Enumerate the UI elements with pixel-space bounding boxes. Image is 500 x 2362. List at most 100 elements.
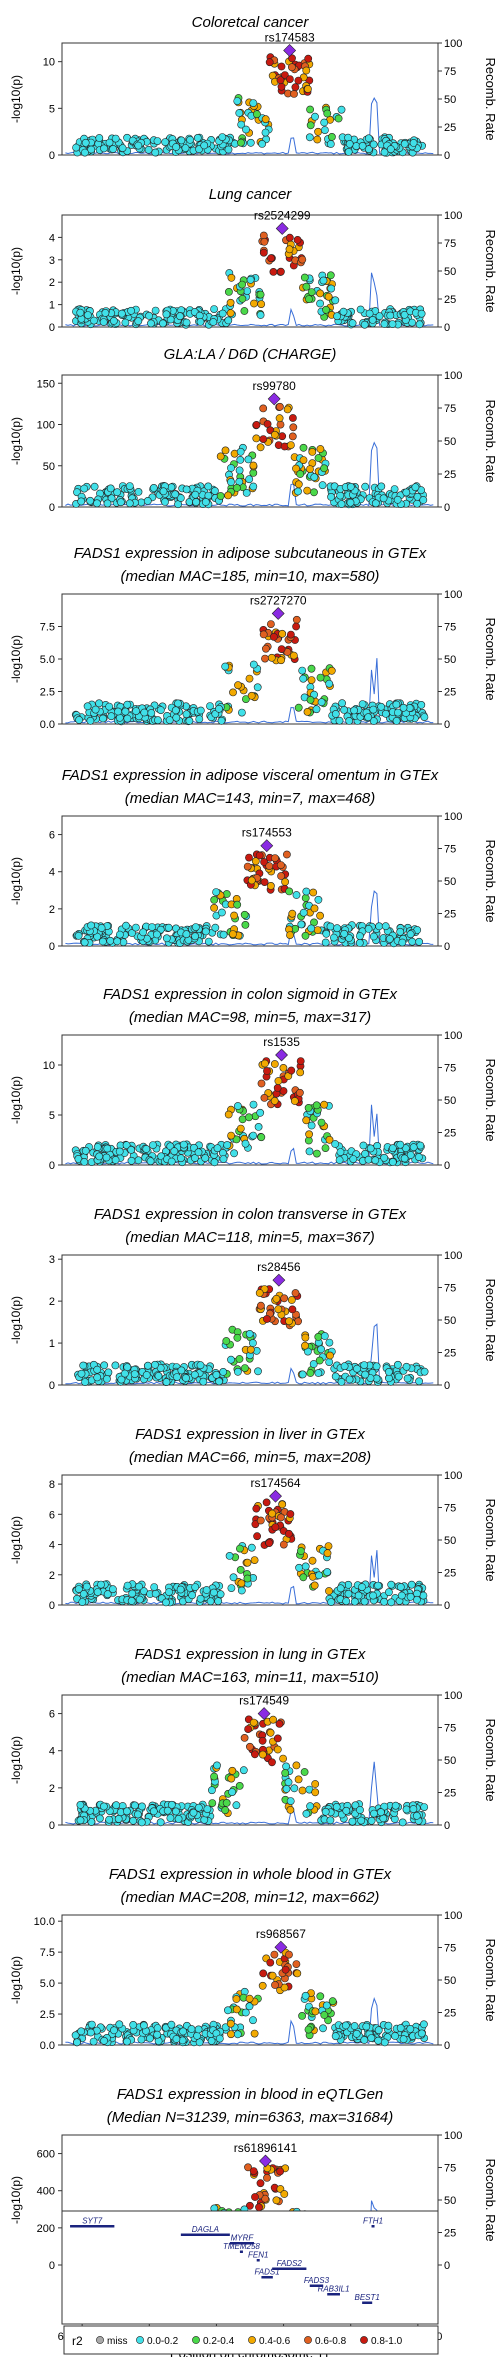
panel-title: FADS1 expression in adipose subcutaneous… xyxy=(74,545,427,562)
lead-snp-label: rs61896141 xyxy=(234,2141,298,2155)
snp-point xyxy=(161,497,169,506)
y2-tick-label: 0 xyxy=(444,719,450,731)
snp-point xyxy=(100,144,108,153)
snp-point xyxy=(277,82,286,91)
y2-tick-label: 50 xyxy=(444,94,456,106)
snp-point xyxy=(151,1589,160,1598)
snp-point xyxy=(167,1157,176,1166)
snp-point xyxy=(301,1991,310,2000)
snp-point xyxy=(103,499,112,508)
snp-point xyxy=(172,2035,181,2043)
snp-point xyxy=(398,1818,407,1827)
snp-point xyxy=(105,702,114,711)
snp-point xyxy=(317,1118,326,1127)
y2-axis-label: Recomb. Rate xyxy=(483,1498,498,1581)
y2-tick-label: 75 xyxy=(444,403,456,415)
snp-point xyxy=(400,139,409,148)
snp-point xyxy=(292,622,300,631)
snp-point xyxy=(191,1583,200,1591)
snp-point xyxy=(232,1135,241,1144)
snp-point xyxy=(292,1960,301,1968)
snp-point xyxy=(196,317,205,326)
snp-point xyxy=(106,936,115,945)
snp-point xyxy=(408,937,417,946)
panel-subtitle: (median MAC=98, min=5, max=317) xyxy=(129,1009,371,1026)
y2-tick-label: 75 xyxy=(444,1063,456,1075)
snp-point xyxy=(361,1149,369,1158)
snp-point xyxy=(221,1806,230,1815)
snp-point xyxy=(336,1148,345,1156)
y-tick-label: 0 xyxy=(49,1600,55,1612)
snp-point xyxy=(222,1799,231,1807)
snp-point xyxy=(80,938,89,947)
snp-point xyxy=(174,1815,183,1823)
snp-point xyxy=(111,1156,120,1164)
snp-point xyxy=(270,1097,279,1105)
snp-point xyxy=(316,673,325,682)
snp-point xyxy=(113,937,122,946)
snp-point xyxy=(143,496,152,505)
snp-point xyxy=(215,2034,224,2043)
snp-point xyxy=(151,1360,159,1369)
snp-point xyxy=(305,1147,314,1156)
panel-3: FADS1 expression in adipose subcutaneous… xyxy=(9,545,498,731)
snp-point xyxy=(287,1296,296,1304)
y-axis-label: -log10(p) xyxy=(9,75,23,123)
snp-point xyxy=(367,1816,376,1825)
snp-point xyxy=(353,1364,361,1373)
snp-point xyxy=(146,1157,155,1166)
snp-point xyxy=(230,1149,238,1158)
snp-point xyxy=(273,1745,282,1754)
panel-subtitle: (Median N=31239, min=6363, max=31684) xyxy=(107,2109,393,2126)
snp-point xyxy=(192,498,200,506)
snp-point xyxy=(216,492,225,500)
snp-point xyxy=(375,312,384,321)
y-tick-label: 10 xyxy=(43,1060,55,1072)
snp-point xyxy=(384,2021,393,2030)
panel-title: FADS1 expression in adipose visceral ome… xyxy=(62,767,439,784)
snp-point xyxy=(391,1801,400,1810)
lead-snp-diamond xyxy=(283,44,297,57)
snp-point xyxy=(218,309,227,318)
snp-point xyxy=(216,452,225,461)
snp-point xyxy=(417,2029,426,2038)
snp-point xyxy=(296,1068,305,1077)
snp-point xyxy=(243,287,252,295)
snp-point xyxy=(272,1294,281,1303)
snp-point xyxy=(367,2034,376,2042)
snp-point xyxy=(227,2030,235,2039)
snp-point xyxy=(350,1597,359,1606)
snp-point xyxy=(344,147,353,156)
snp-point xyxy=(396,1583,405,1591)
snp-point xyxy=(331,1372,340,1381)
snp-point xyxy=(327,666,336,675)
snp-point xyxy=(289,423,298,432)
snp-point xyxy=(249,461,258,470)
y-tick-label: 2.5 xyxy=(40,687,55,699)
snp-point xyxy=(256,443,265,452)
snp-point xyxy=(393,495,402,504)
snp-point xyxy=(326,922,335,931)
snp-point xyxy=(247,1543,256,1552)
snp-point xyxy=(188,1591,196,1600)
y2-tick-label: 0 xyxy=(444,2260,450,2272)
y2-tick-label: 100 xyxy=(444,38,462,50)
snp-point xyxy=(90,316,98,325)
snp-point xyxy=(274,1077,283,1085)
snp-point xyxy=(380,320,389,328)
lead-snp-label: rs2524299 xyxy=(254,208,311,222)
snp-point xyxy=(320,118,329,127)
snp-point xyxy=(306,121,315,130)
snp-point xyxy=(179,2027,187,2036)
snp-point xyxy=(258,1736,267,1745)
snp-point xyxy=(291,1289,300,1297)
snp-point xyxy=(311,1788,320,1797)
panel-title: FADS1 expression in blood in eQTLGen xyxy=(117,2086,384,2103)
snp-point xyxy=(123,1581,132,1590)
snp-point xyxy=(114,707,122,716)
snp-point xyxy=(420,1367,429,1376)
snp-point xyxy=(339,307,348,316)
snp-point xyxy=(164,923,173,932)
snp-point xyxy=(327,132,336,141)
gene-label: BEST1 xyxy=(354,2293,379,2302)
